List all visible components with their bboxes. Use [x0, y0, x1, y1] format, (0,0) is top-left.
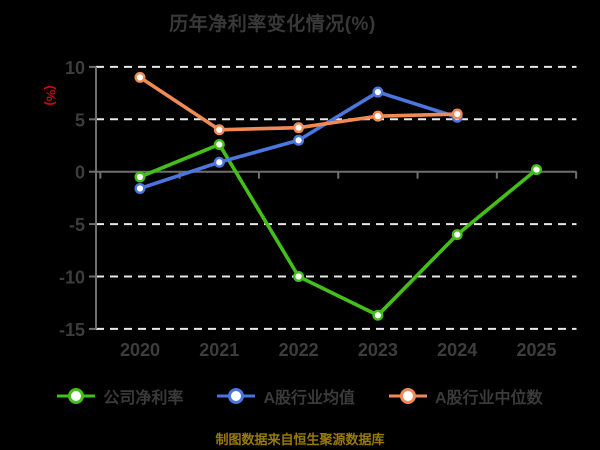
chart-title: 历年净利率变化情况(%) [169, 14, 376, 35]
series-marker-2 [372, 110, 384, 122]
line-marker-icon [217, 388, 256, 404]
y-tick-label: -10 [59, 268, 85, 288]
legend-item-company-net-margin[interactable]: 公司净利率 [57, 384, 183, 408]
y-tick-label: 0 [75, 163, 85, 183]
series-marker-0 [134, 171, 146, 183]
legend: 公司净利率 A股行业均值 A股行业中位数 [0, 384, 600, 408]
x-tick-label: 2023 [358, 340, 398, 360]
y-tick-label: 5 [75, 110, 85, 130]
legend-label: A股行业中位数 [435, 390, 543, 407]
x-tick-label: 2022 [279, 340, 319, 360]
series-marker-2 [293, 122, 305, 134]
x-tick-label: 2025 [516, 340, 556, 360]
y-tick-label: -15 [59, 320, 85, 340]
series-marker-1 [213, 156, 225, 168]
series-marker-1 [372, 86, 384, 98]
y-tick-label: 10 [65, 58, 85, 78]
series-marker-2 [451, 108, 463, 120]
series-marker-0 [451, 229, 463, 241]
series-marker-0 [213, 138, 225, 150]
series-marker-0 [372, 309, 384, 321]
y-tick-label: -5 [69, 215, 85, 235]
data-source-caption: 制图数据来自恒生聚源数据库 [215, 432, 385, 447]
line-marker-icon [57, 388, 96, 404]
series-marker-2 [213, 124, 225, 136]
legend-item-industry-mean[interactable]: A股行业均值 [217, 384, 355, 408]
x-tick-label: 2020 [120, 340, 160, 360]
legend-label: A股行业均值 [263, 390, 355, 407]
legend-item-industry-median[interactable]: A股行业中位数 [389, 384, 543, 408]
legend-label: 公司净利率 [103, 390, 184, 407]
series-marker-2 [134, 71, 146, 83]
series-marker-0 [531, 164, 543, 176]
series-marker-0 [293, 271, 305, 283]
x-tick-label: 2021 [199, 340, 239, 360]
x-tick-label: 2024 [437, 340, 477, 360]
line-marker-icon [389, 388, 427, 404]
series-marker-1 [134, 182, 146, 194]
series-marker-1 [293, 134, 305, 146]
series-line-0 [138, 142, 539, 318]
